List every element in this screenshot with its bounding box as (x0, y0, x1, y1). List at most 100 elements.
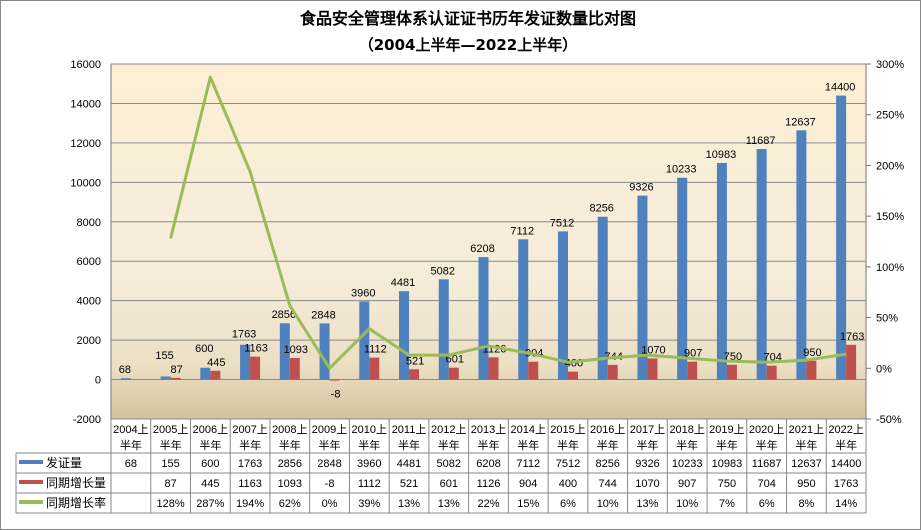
x-tick-label-year: 2005上 (153, 423, 188, 436)
x-tick-label-half: 半年 (795, 438, 817, 452)
table-cell: 1093 (278, 478, 302, 490)
table-cell: 14% (835, 498, 857, 510)
bar-growth (766, 365, 777, 380)
table-cell: 10% (597, 498, 619, 510)
y-left-tick-label: 14000 (70, 98, 101, 110)
x-tick-label-half: 半年 (716, 438, 738, 452)
x-tick-label-year: 2022上 (828, 423, 863, 436)
chart-subtitle: （2004上半年—2022上半年） (359, 36, 578, 54)
table-cell: 14400 (831, 458, 862, 470)
x-tick-label-year: 2014上 (510, 423, 545, 436)
bar-issued-label: 11687 (746, 135, 776, 147)
bar-issued-label: 12637 (785, 116, 816, 128)
bar-issued-label: 6208 (470, 243, 494, 255)
table-cell: 0% (322, 498, 338, 510)
x-tick-label-half: 半年 (358, 438, 380, 452)
bar-growth-label: -8 (331, 389, 341, 401)
bar-issued (637, 195, 648, 380)
bar-issued (518, 239, 529, 380)
bar-growth (806, 360, 817, 380)
bar-issued-label: 3960 (351, 287, 375, 299)
table-cell: 10983 (712, 458, 743, 470)
table-cell: 68 (125, 458, 137, 470)
bar-issued-label: 5082 (431, 265, 455, 277)
table-cell: 155 (161, 458, 179, 470)
table-cell: 600 (201, 458, 219, 470)
table-cell: 15% (517, 498, 539, 510)
bar-issued (359, 301, 370, 380)
bar-issued (557, 231, 568, 380)
bar-issued-label: 2856 (272, 309, 296, 321)
bar-issued (279, 323, 290, 380)
table-cell: 7% (719, 498, 735, 510)
x-tick-label-half: 半年 (756, 438, 778, 452)
bar-growth (647, 358, 658, 380)
x-tick-label-year: 2016上 (590, 423, 625, 436)
bar-growth-label: 87 (170, 364, 182, 376)
y-right-tick-label: 0% (876, 363, 892, 375)
y-left-tick-label: 16000 (70, 59, 101, 71)
bar-growth (448, 367, 459, 380)
table-cell: 2856 (278, 458, 302, 470)
x-tick-label-year: 2012上 (431, 423, 466, 436)
bar-issued (399, 291, 410, 380)
bar-issued (677, 177, 688, 380)
bar-growth (329, 379, 340, 381)
x-tick-label-year: 2006上 (193, 423, 228, 436)
bar-growth (846, 344, 857, 380)
bar-growth-label: 1163 (244, 343, 268, 355)
table-cell: 1112 (358, 478, 381, 490)
table-cell: 10% (676, 498, 698, 510)
legend-swatch (19, 460, 43, 464)
table-cell: 87 (164, 478, 176, 490)
bar-issued (478, 257, 489, 380)
table-cell: 3960 (357, 458, 381, 470)
x-tick-label-year: 2020上 (749, 423, 784, 436)
table-cell: -8 (325, 478, 335, 490)
bar-growth (289, 357, 300, 380)
bar-growth (687, 361, 698, 380)
bar-issued (756, 149, 767, 380)
bar-growth (567, 371, 578, 380)
table-cell: 7112 (516, 458, 540, 470)
bar-growth-label: 521 (406, 355, 424, 367)
bar-growth (250, 356, 261, 380)
x-tick-label-half: 半年 (239, 438, 261, 452)
bar-growth-label: 601 (446, 354, 464, 366)
bar-growth (409, 369, 420, 380)
table-cell: 128% (157, 498, 185, 510)
bar-growth-label: 907 (684, 348, 702, 360)
y-right-tick-label: 50% (876, 313, 898, 325)
y-left-tick-label: 0 (95, 375, 101, 387)
x-tick-label-half: 半年 (835, 438, 857, 452)
y-right-tick-label: 250% (876, 110, 904, 122)
table-cell: 13% (438, 498, 460, 510)
table-cell: 904 (519, 478, 537, 490)
bar-growth (369, 357, 380, 380)
y-right-tick-label: 150% (876, 211, 904, 223)
bar-issued (438, 279, 449, 380)
bar-issued-label: 10983 (706, 149, 737, 161)
chart-title: 食品安全管理体系认证证书历年发证数量比对图 (299, 9, 636, 28)
table-cell: 6% (560, 498, 576, 510)
legend-swatch (19, 480, 43, 484)
x-tick-label-year: 2018上 (669, 423, 704, 436)
table-cell: 445 (201, 478, 219, 490)
x-tick-label-year: 2017上 (630, 423, 665, 436)
bar-issued (597, 216, 608, 380)
bar-issued (120, 378, 131, 380)
bar-growth (170, 377, 181, 380)
y-left-tick-label: 10000 (70, 177, 101, 189)
x-tick-label-half: 半年 (438, 438, 460, 452)
table-cell: 521 (400, 478, 418, 490)
x-tick-label-half: 半年 (199, 438, 221, 452)
table-cell: 8% (798, 498, 814, 510)
table-cell: 744 (599, 478, 617, 490)
x-tick-label-half: 半年 (120, 438, 142, 452)
x-tick-label-half: 半年 (597, 438, 619, 452)
bar-growth-label: 1070 (641, 344, 665, 356)
x-tick-label-year: 2011上 (392, 423, 427, 436)
bar-growth-label: 1112 (364, 344, 387, 356)
bar-issued-label: 7112 (510, 225, 534, 237)
